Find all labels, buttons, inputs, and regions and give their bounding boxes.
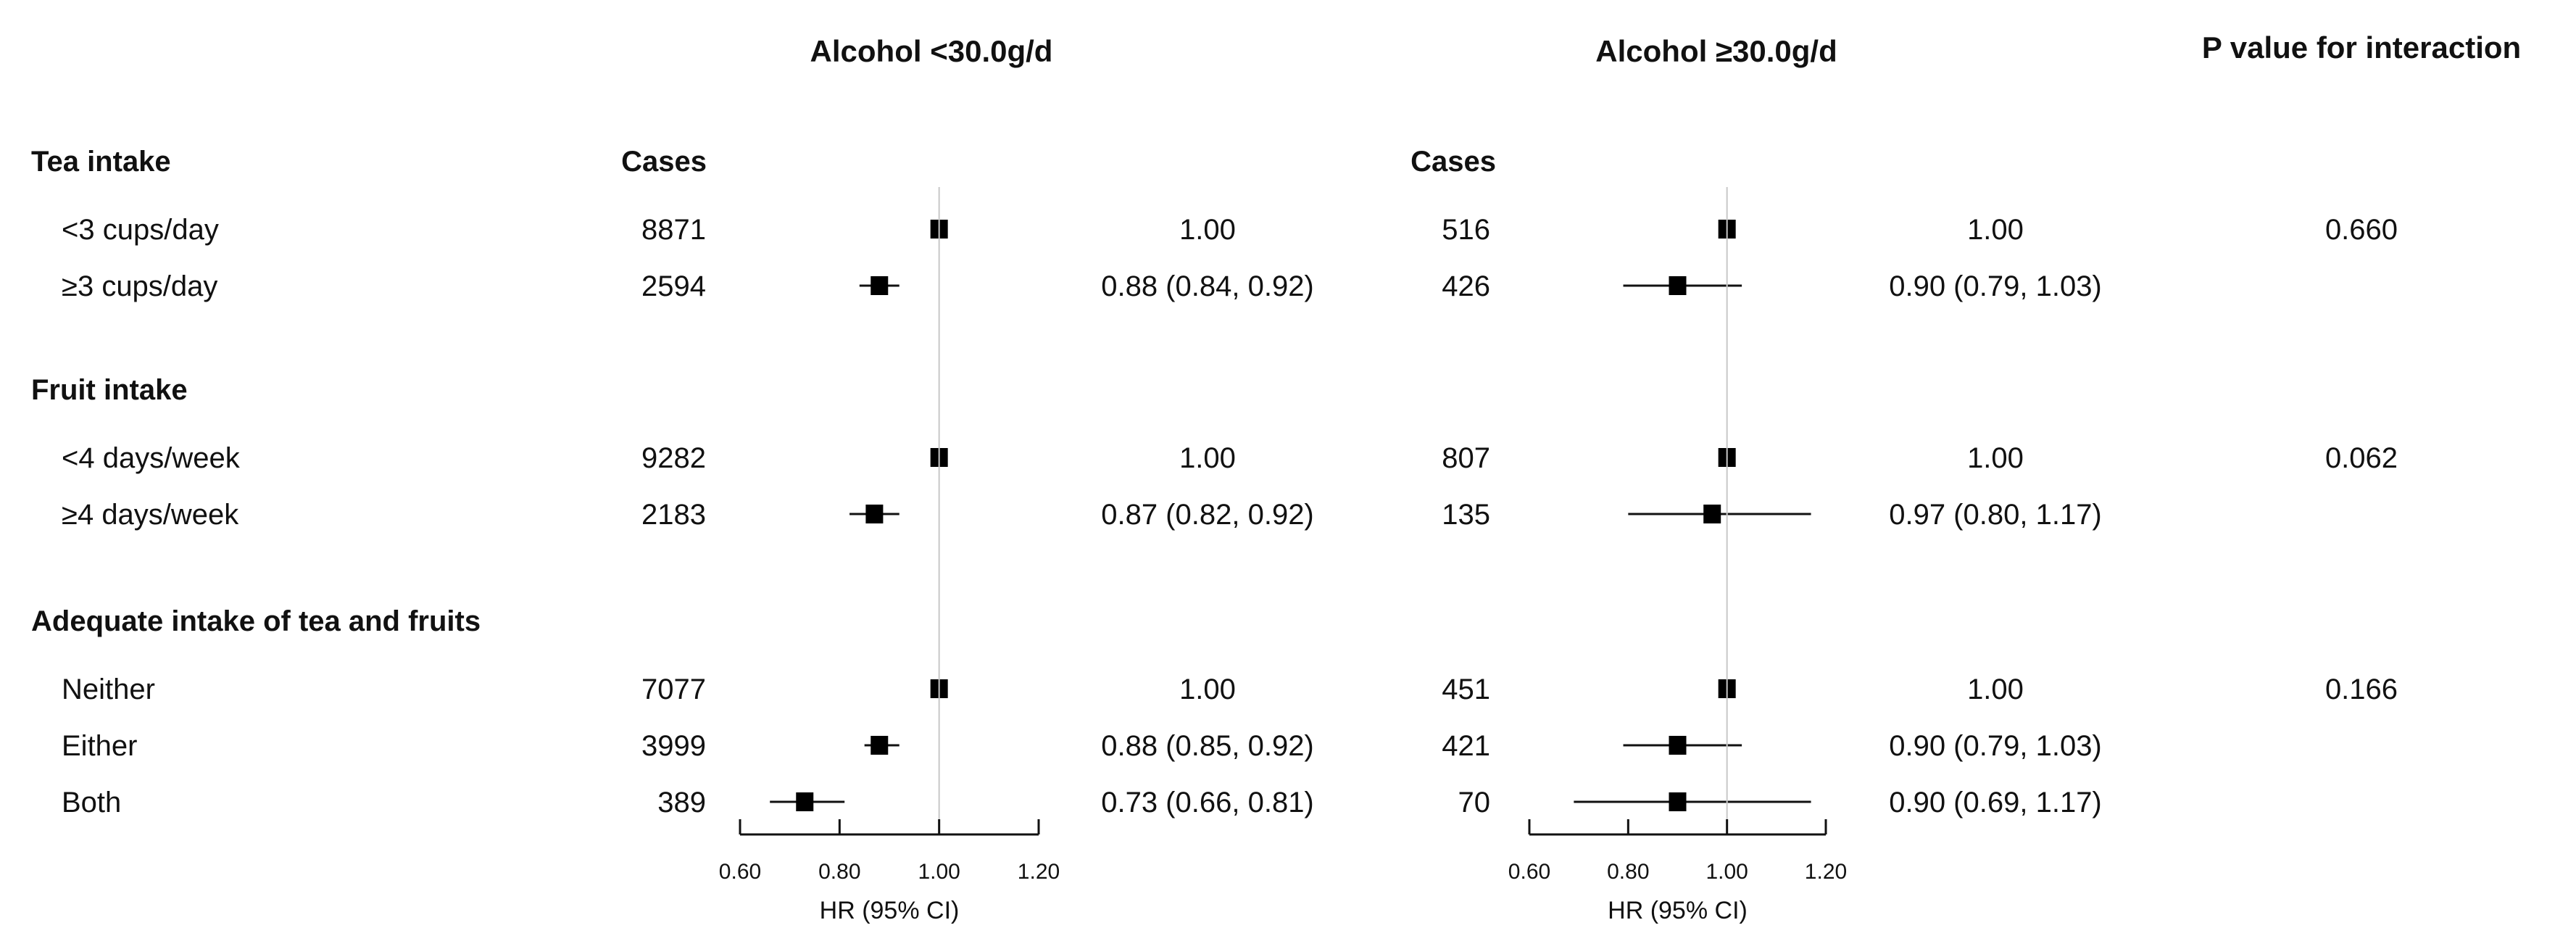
panel-title-low-alcohol: Alcohol <30.0g/d [810, 34, 1053, 68]
hr-text: 0.90 (0.79, 1.03) [1889, 730, 2102, 762]
x-axis-label: HR (95% CI) [1608, 897, 1748, 924]
hr-point [796, 792, 814, 811]
p-value: 0.660 [2325, 214, 2398, 246]
hr-point [1669, 792, 1687, 811]
row-label: Neither [62, 674, 155, 705]
hr-point [1703, 505, 1721, 523]
row-label: <3 cups/day [62, 214, 219, 246]
cases-value: 2594 [641, 270, 706, 302]
cases-value: 516 [1442, 214, 1490, 246]
hr-text: 0.87 (0.82, 0.92) [1101, 499, 1314, 531]
cases-value: 426 [1442, 270, 1490, 302]
hr-text: 0.73 (0.66, 0.81) [1101, 787, 1314, 819]
hr-text: 0.88 (0.84, 0.92) [1101, 270, 1314, 302]
cases-value: 2183 [641, 499, 706, 531]
x-tick-label: 1.20 [1018, 860, 1060, 884]
group-title: Fruit intake [31, 374, 188, 406]
hr-point [1669, 736, 1687, 755]
cases-value: 7077 [641, 674, 706, 705]
x-axis-label: HR (95% CI) [820, 897, 960, 924]
hr-text: 1.00 [1179, 674, 1236, 705]
group-title: Tea intake [31, 146, 171, 178]
hr-text: 1.00 [1967, 674, 2024, 705]
row-label: Both [62, 787, 121, 819]
hr-point [865, 505, 884, 523]
x-tick-label: 0.80 [1607, 860, 1649, 884]
cases-header: Cases [1410, 146, 1496, 178]
cases-value: 135 [1442, 499, 1490, 531]
x-tick-label: 1.20 [1805, 860, 1847, 884]
cases-value: 451 [1442, 674, 1490, 705]
panel-title-high-alcohol: Alcohol ≥30.0g/d [1595, 34, 1837, 68]
p-value: 0.062 [2325, 442, 2398, 474]
row-label: ≥3 cups/day [62, 270, 217, 302]
cases-value: 8871 [641, 214, 706, 246]
hr-point [871, 276, 889, 295]
hr-text: 0.90 (0.79, 1.03) [1889, 270, 2102, 302]
hr-text: 0.90 (0.69, 1.17) [1889, 787, 2102, 819]
x-tick-label: 1.00 [1705, 860, 1748, 884]
cases-value: 421 [1442, 730, 1490, 762]
row-label: Either [62, 730, 138, 762]
x-tick-label: 0.80 [818, 860, 860, 884]
group-title: Adequate intake of tea and fruits [31, 605, 481, 637]
cases-value: 3999 [641, 730, 706, 762]
cases-value: 807 [1442, 442, 1490, 474]
cases-value: 70 [1458, 787, 1491, 819]
p-value-header: P value for interaction [2202, 30, 2521, 65]
x-tick-label: 0.60 [719, 860, 761, 884]
hr-point [1669, 276, 1687, 295]
p-value: 0.166 [2325, 674, 2398, 705]
hr-text: 1.00 [1179, 214, 1236, 246]
row-label: <4 days/week [62, 442, 241, 474]
hr-text: 1.00 [1967, 214, 2024, 246]
x-tick-label: 1.00 [918, 860, 960, 884]
x-tick-label: 0.60 [1508, 860, 1550, 884]
hr-text: 0.88 (0.85, 0.92) [1101, 730, 1314, 762]
cases-value: 389 [657, 787, 706, 819]
hr-point [871, 736, 889, 755]
hr-text: 1.00 [1179, 442, 1236, 474]
row-label: ≥4 days/week [62, 499, 239, 531]
cases-value: 9282 [641, 442, 706, 474]
hr-text: 1.00 [1967, 442, 2024, 474]
cases-header: Cases [621, 146, 707, 178]
hr-text: 0.97 (0.80, 1.17) [1889, 499, 2102, 531]
